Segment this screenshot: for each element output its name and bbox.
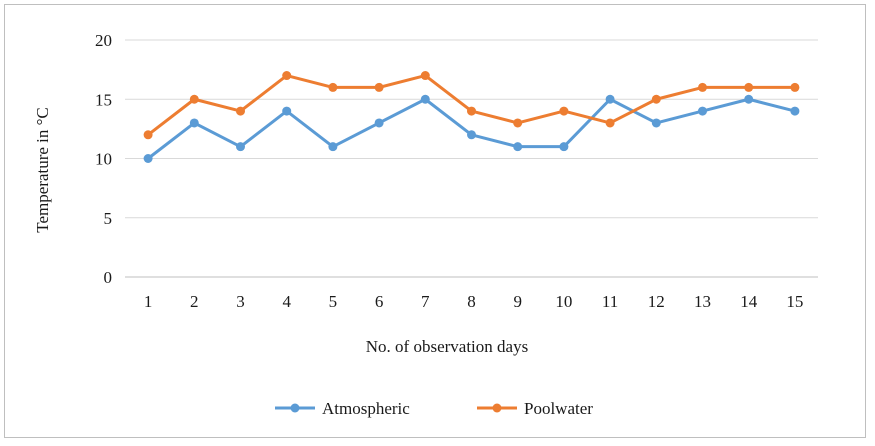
legend-marker-poolwater — [492, 403, 502, 413]
point-poolwater-8[interactable] — [467, 106, 476, 116]
legend-marker-atmospheric — [290, 403, 300, 413]
y-axis-title: Temperature in °C — [33, 107, 52, 233]
x-axis-title: No. of observation days — [366, 337, 528, 356]
point-poolwater-6[interactable] — [374, 82, 384, 92]
point-poolwater-12[interactable] — [651, 94, 661, 104]
point-atmospheric-10[interactable] — [559, 142, 569, 152]
series-line-poolwater — [146, 74, 797, 137]
x-tick-9: 9 — [513, 292, 522, 311]
x-tick-10: 10 — [555, 292, 572, 311]
point-atmospheric-6[interactable] — [374, 118, 384, 128]
y-axis-ticks: 0 5 10 15 20 — [95, 31, 112, 287]
x-tick-5: 5 — [329, 292, 338, 311]
point-poolwater-13[interactable] — [698, 82, 707, 92]
point-atmospheric-12[interactable] — [651, 118, 661, 128]
point-atmospheric-2[interactable] — [189, 118, 199, 128]
point-poolwater-7[interactable] — [420, 71, 430, 81]
x-tick-6: 6 — [375, 292, 384, 311]
point-poolwater-14[interactable] — [744, 82, 754, 92]
x-tick-3: 3 — [236, 292, 245, 311]
y-tick-15: 15 — [95, 90, 112, 109]
point-poolwater-10[interactable] — [559, 106, 569, 116]
y-tick-10: 10 — [95, 150, 112, 169]
legend-label-poolwater: Poolwater — [524, 399, 593, 418]
point-atmospheric-8[interactable] — [467, 130, 476, 140]
point-atmospheric-4[interactable] — [282, 106, 292, 116]
y-tick-5: 5 — [104, 209, 113, 228]
legend-label-atmospheric: Atmospheric — [322, 399, 410, 418]
point-poolwater-11[interactable] — [605, 118, 615, 128]
x-tick-11: 11 — [602, 292, 618, 311]
point-poolwater-3[interactable] — [236, 106, 245, 116]
x-tick-15: 15 — [786, 292, 803, 311]
point-poolwater-1[interactable] — [143, 130, 153, 140]
point-atmospheric-11[interactable] — [605, 94, 615, 104]
chart-frame — [4, 4, 866, 438]
point-atmospheric-5[interactable] — [328, 142, 338, 152]
point-atmospheric-1[interactable] — [143, 154, 153, 163]
point-poolwater-5[interactable] — [328, 82, 338, 92]
point-atmospheric-9[interactable] — [513, 142, 523, 152]
point-poolwater-4[interactable] — [282, 71, 292, 81]
point-atmospheric-7[interactable] — [420, 94, 430, 104]
point-poolwater-9[interactable] — [513, 118, 523, 128]
x-tick-13: 13 — [694, 292, 711, 311]
y-tick-0: 0 — [104, 268, 113, 287]
x-tick-1: 1 — [144, 292, 153, 311]
x-tick-8: 8 — [467, 292, 476, 311]
legend: Atmospheric Poolwater — [275, 399, 593, 418]
x-axis-ticks: 1 2 3 4 5 6 7 8 9 10 11 12 13 14 15 — [144, 292, 804, 311]
point-atmospheric-3[interactable] — [236, 142, 245, 152]
x-tick-4: 4 — [282, 292, 291, 311]
point-poolwater-15[interactable] — [790, 82, 800, 92]
y-tick-20: 20 — [95, 31, 112, 50]
series-group — [143, 71, 800, 163]
legend-item-atmospheric[interactable]: Atmospheric — [275, 399, 410, 418]
gridlines — [125, 39, 818, 278]
x-tick-12: 12 — [648, 292, 665, 311]
point-atmospheric-13[interactable] — [698, 106, 707, 116]
x-tick-14: 14 — [740, 292, 758, 311]
x-tick-2: 2 — [190, 292, 199, 311]
point-atmospheric-14[interactable] — [744, 94, 754, 104]
legend-item-poolwater[interactable]: Poolwater — [477, 399, 593, 418]
point-atmospheric-15[interactable] — [790, 106, 800, 116]
point-poolwater-2[interactable] — [189, 94, 199, 104]
x-tick-7: 7 — [421, 292, 430, 311]
